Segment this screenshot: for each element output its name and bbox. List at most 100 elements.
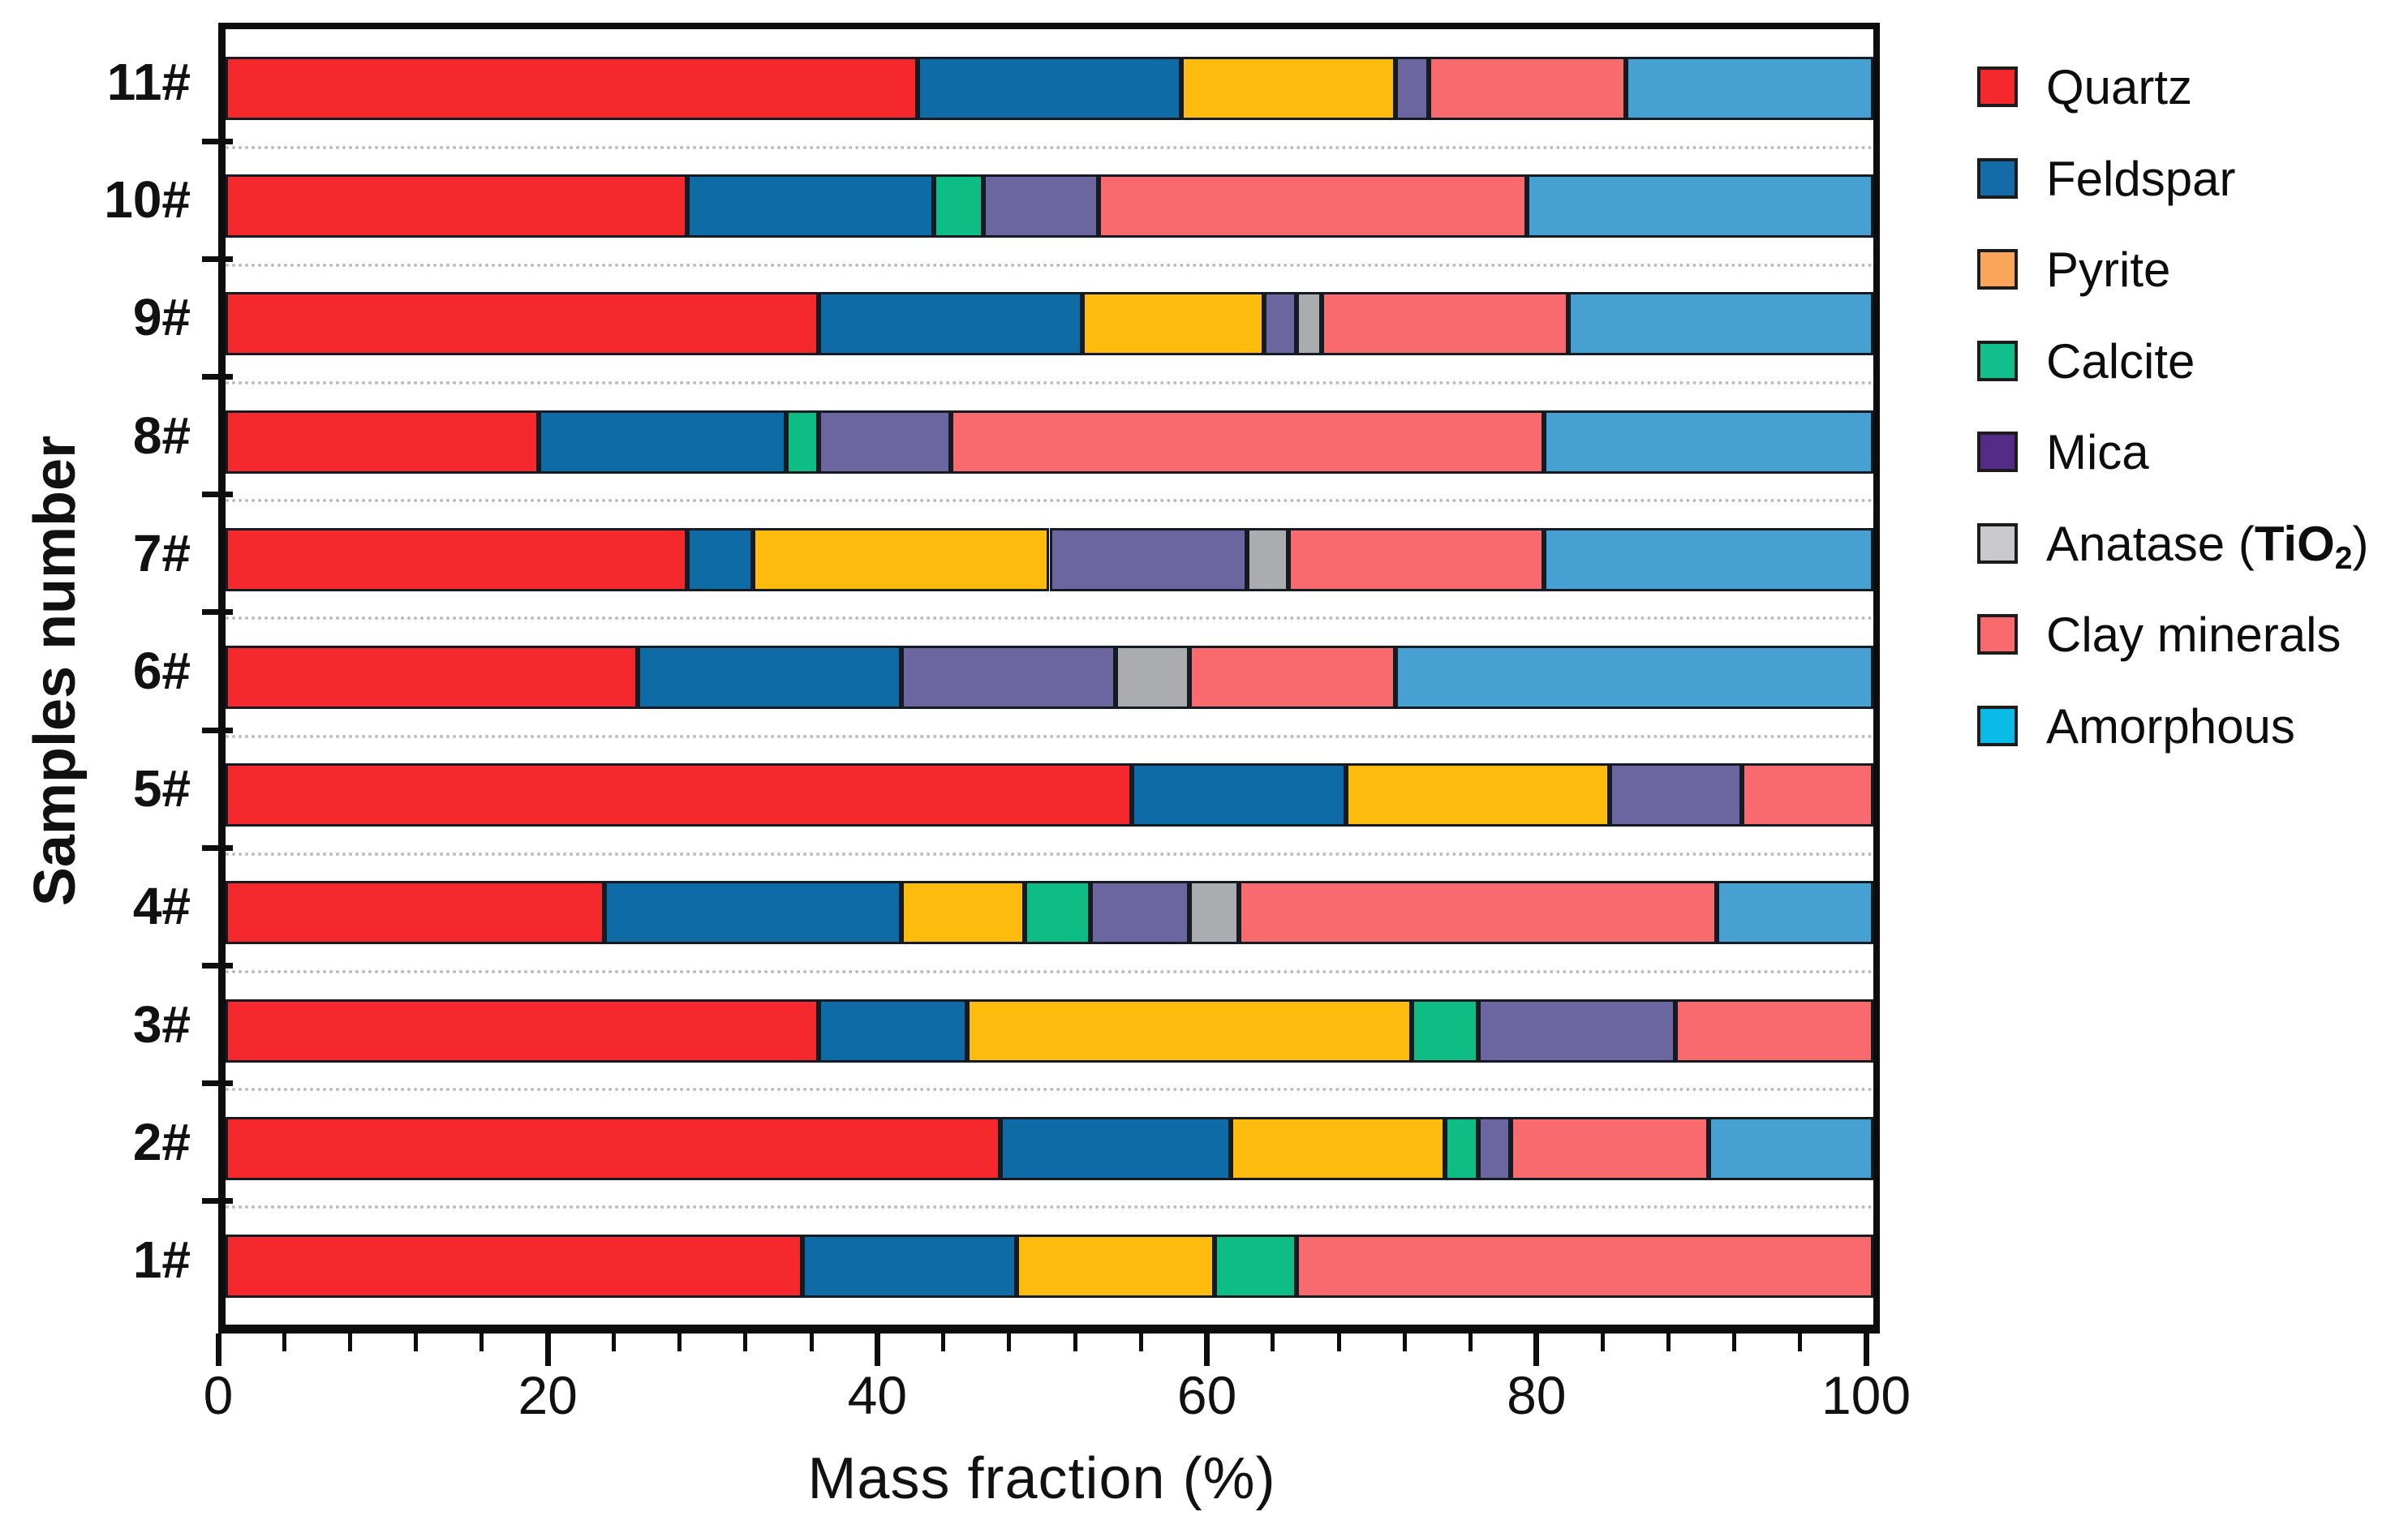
y-axis-tick-label: 7#: [132, 523, 191, 582]
bar-segment-quartz: [226, 881, 605, 945]
bar-segment-feldspar: [819, 292, 1083, 356]
y-axis-tick-label: 3#: [132, 994, 191, 1054]
x-axis-tick-label: 100: [1821, 1365, 1911, 1425]
bar-segment-clay-minerals: [1239, 881, 1718, 945]
bar-segment-pyrite: [1180, 57, 1395, 120]
minor-gridline: [226, 381, 1873, 384]
bar-row-7: [226, 527, 1873, 591]
bar-segment-clay-minerals: [1741, 763, 1873, 827]
legend-label-quartz: Quartz: [2046, 60, 2193, 114]
legend-label-anatase-tio2: Anatase (TiO2): [2046, 516, 2369, 576]
x-axis-tick-label: 60: [1176, 1365, 1237, 1425]
x-axis-minor-tick: [1007, 1334, 1012, 1351]
y-axis-tick-label: 2#: [132, 1112, 191, 1171]
x-axis-minor-tick: [347, 1334, 352, 1351]
minor-gridline: [226, 499, 1873, 503]
bar-row-4: [226, 881, 1873, 945]
bar-row-8: [226, 410, 1873, 474]
plot-area: [218, 23, 1880, 1334]
bar-segment-amorphous: [1543, 527, 1873, 591]
y-axis-minor-tick: [202, 1080, 233, 1087]
bar-segment-amorphous: [1568, 292, 1873, 356]
bar-segment-anatase-tio2: [1296, 292, 1322, 356]
y-axis-minor-tick: [202, 727, 233, 733]
legend-swatch-amorphous: [1977, 705, 2018, 746]
bar-segment-pyrite: [901, 881, 1026, 945]
legend-swatch-anatase-tio2: [1977, 522, 2018, 564]
x-axis-minor-tick: [1073, 1334, 1077, 1351]
bar-segment-feldspar: [918, 57, 1181, 120]
x-axis-minor-tick: [1271, 1334, 1275, 1351]
bar-segment-clay-minerals: [1288, 527, 1544, 591]
minor-gridline: [226, 1205, 1873, 1209]
x-axis-minor-tick: [414, 1334, 419, 1351]
y-axis-minor-tick: [202, 256, 233, 262]
y-axis-tick-label: 5#: [132, 759, 191, 818]
bar-segment-amorphous: [1527, 174, 1873, 238]
y-axis-tick-label: 10#: [104, 170, 191, 230]
legend-label-pyrite: Pyrite: [2046, 243, 2171, 297]
legend-label-mica: Mica: [2046, 425, 2149, 479]
bar-segment-feldspar: [1132, 763, 1347, 827]
legend-swatch-feldspar: [1977, 157, 2018, 199]
x-axis-minor-tick: [282, 1334, 286, 1351]
bar-segment-calcite: [785, 410, 819, 474]
x-axis-minor-tick: [479, 1334, 484, 1351]
minor-gridline: [226, 970, 1873, 973]
bar-segment-feldspar: [686, 527, 753, 591]
x-axis-minor-tick: [1336, 1334, 1341, 1351]
minor-gridline: [226, 852, 1873, 856]
bar-segment-mica: [1090, 881, 1190, 945]
legend-label-calcite: Calcite: [2046, 333, 2195, 389]
x-axis-title: Mass fraction (%): [807, 1446, 1276, 1511]
x-axis-minor-tick: [1732, 1334, 1737, 1351]
y-axis-minor-tick: [202, 963, 233, 969]
x-axis-minor-tick: [1402, 1334, 1407, 1351]
bar-segment-clay-minerals: [1189, 646, 1395, 709]
legend-swatch-pyrite: [1977, 249, 2018, 290]
x-axis-minor-tick: [1468, 1334, 1473, 1351]
x-axis-minor-tick: [1798, 1334, 1803, 1351]
bar-segment-feldspar: [1000, 1116, 1231, 1180]
bar-segment-mica: [819, 410, 951, 474]
bar-segment-pyrite: [1016, 1235, 1215, 1298]
bar-segment-calcite: [1214, 1235, 1297, 1298]
bar-segment-pyrite: [752, 527, 1050, 591]
y-axis-tick-label: 9#: [132, 288, 191, 347]
bar-segment-quartz: [226, 1235, 802, 1298]
bar-segment-feldspar: [686, 174, 935, 238]
x-axis-tick-label: 40: [847, 1365, 908, 1425]
legend-label-feldspar: Feldspar: [2046, 151, 2236, 206]
bar-segment-mica: [1477, 1116, 1511, 1180]
x-axis-minor-tick: [1666, 1334, 1671, 1351]
bar-segment-quartz: [226, 174, 687, 238]
legend-swatch-mica: [1977, 432, 2018, 472]
x-axis-minor-tick: [941, 1334, 946, 1351]
bar-segment-pyrite: [966, 999, 1413, 1063]
bar-segment-quartz: [226, 1116, 1000, 1180]
bar-segment-mica: [901, 646, 1116, 709]
bar-row-11: [226, 57, 1873, 120]
bar-segment-pyrite: [1230, 1116, 1445, 1180]
x-axis-minor-tick: [677, 1334, 682, 1351]
bar-segment-mica: [983, 174, 1099, 238]
bar-segment-quartz: [226, 410, 539, 474]
y-axis-minor-tick: [202, 1198, 233, 1205]
x-axis-major-tick: [1533, 1334, 1540, 1366]
bar-segment-clay-minerals: [1675, 999, 1873, 1063]
bar-segment-amorphous: [1717, 881, 1873, 945]
legend-swatch-quartz: [1977, 67, 2018, 107]
bar-row-9: [226, 292, 1873, 356]
bar-segment-anatase-tio2: [1189, 881, 1240, 945]
bar-segment-pyrite: [1082, 292, 1264, 356]
bar-segment-clay-minerals: [1321, 292, 1569, 356]
x-axis-minor-tick: [809, 1334, 814, 1351]
minor-gridline: [226, 616, 1873, 621]
y-axis-tick-label: 6#: [132, 642, 191, 700]
bar-segment-feldspar: [819, 999, 967, 1063]
x-axis-tick-label: 80: [1507, 1365, 1567, 1425]
bar-segment-mica: [1263, 292, 1297, 356]
legend-label-clay-minerals: Clay minerals: [2046, 608, 2341, 662]
minor-gridline: [226, 263, 1873, 267]
